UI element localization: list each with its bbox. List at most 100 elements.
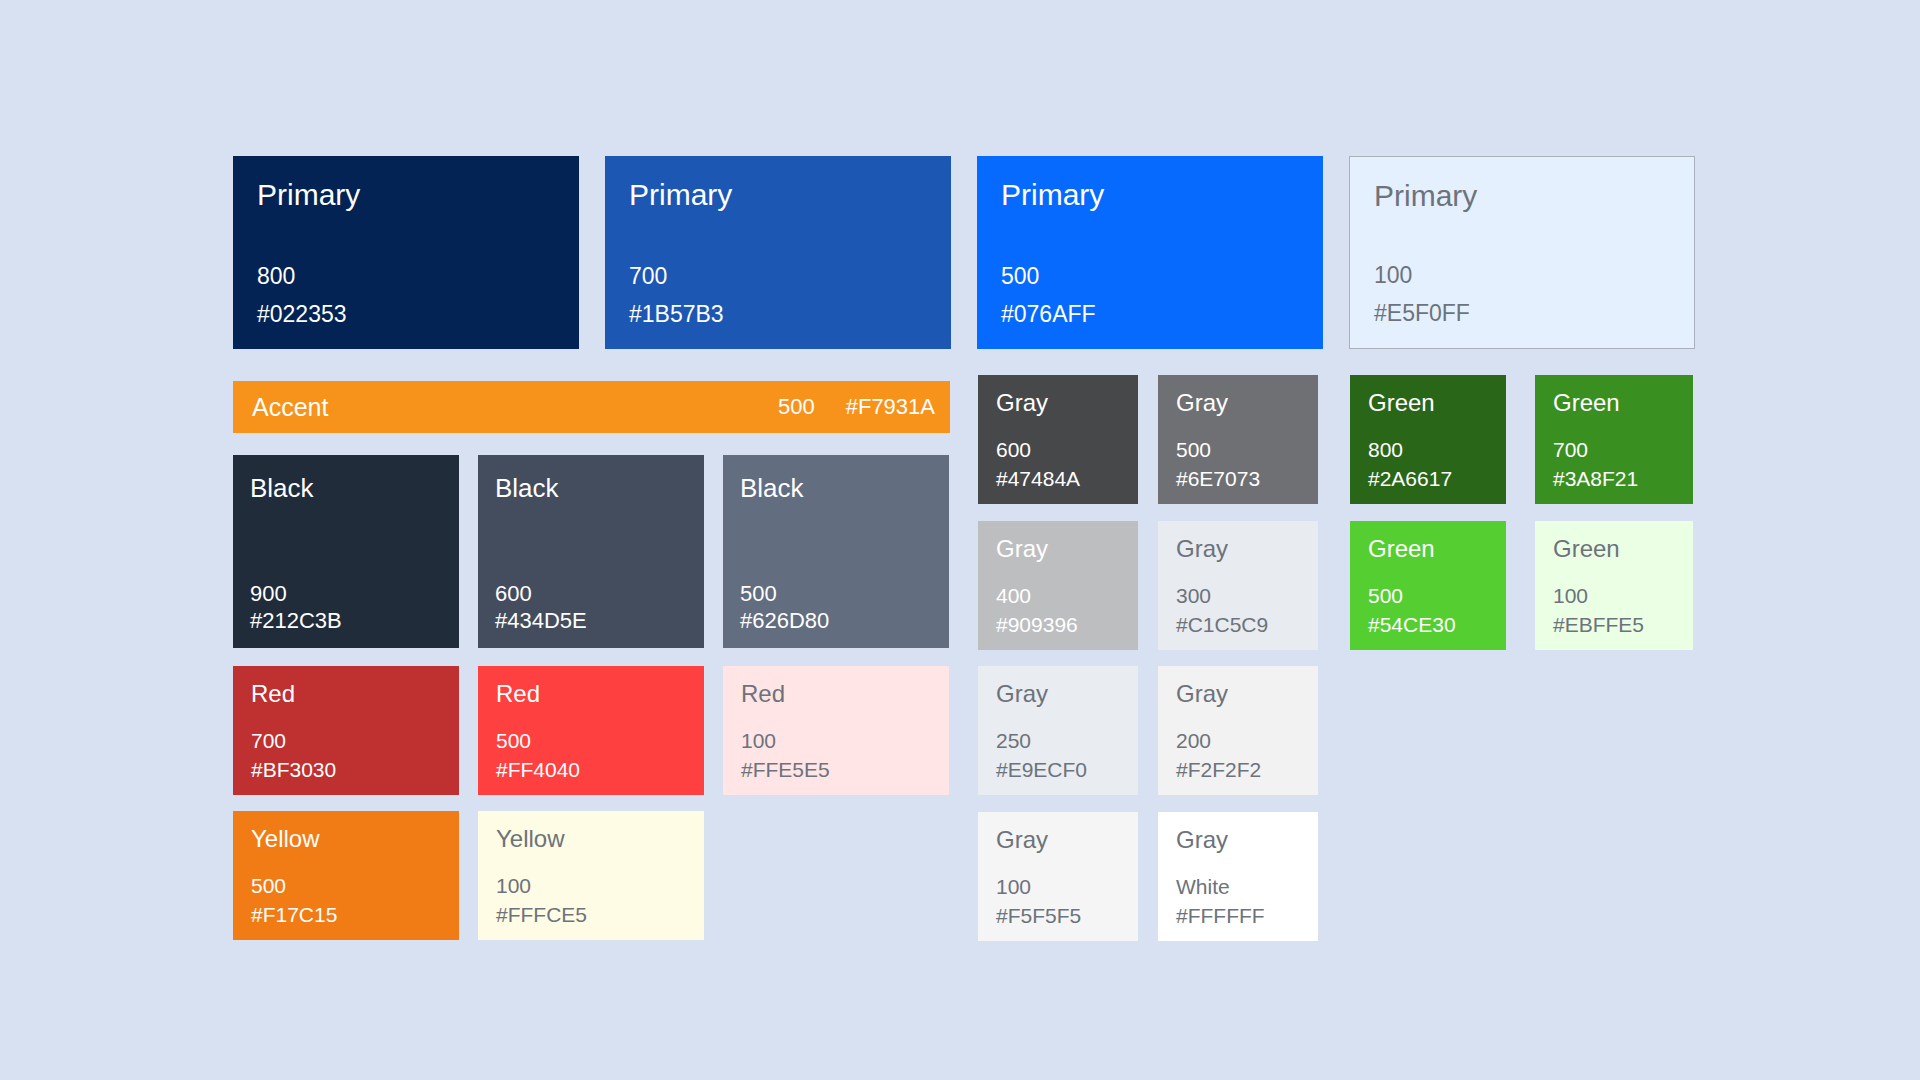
gray-swatch-grid: Gray 600 #47484A Gray 500 #6E7073 Gray 4… bbox=[978, 375, 1318, 941]
swatch-name-label: Primary bbox=[1374, 177, 1670, 215]
swatch-hex-label: #47484A bbox=[996, 464, 1120, 493]
swatch-value-label: 800 bbox=[257, 257, 555, 295]
swatch-name-label: Green bbox=[1368, 388, 1488, 418]
swatch-value-label: 500 bbox=[1176, 435, 1300, 464]
swatch-name-label: Primary bbox=[629, 176, 927, 214]
swatch-meta: 100 #E5F0FF bbox=[1374, 256, 1670, 332]
swatch-yellow-100: Yellow 100 #FFFCE5 bbox=[478, 811, 704, 940]
swatch-hex-label: #BF3030 bbox=[251, 755, 441, 784]
swatch-meta: 100 #EBFFE5 bbox=[1553, 581, 1675, 639]
swatch-name-label: Green bbox=[1553, 534, 1675, 564]
swatch-value-label: 700 bbox=[1553, 435, 1675, 464]
swatch-meta: 100 #FFFCE5 bbox=[496, 871, 686, 929]
swatch-red-100: Red 100 #FFE5E5 bbox=[723, 666, 949, 795]
swatch-meta: 500 #54CE30 bbox=[1368, 581, 1488, 639]
swatch-meta: 600 #434D5E bbox=[495, 580, 687, 634]
swatch-value-label: 500 bbox=[778, 394, 815, 420]
swatch-meta: 500 #F17C15 bbox=[251, 871, 441, 929]
swatch-name-label: Accent bbox=[252, 393, 328, 422]
swatch-gray-100: Gray 100 #F5F5F5 bbox=[978, 812, 1138, 941]
swatch-meta: 500 #076AFF bbox=[1001, 257, 1299, 333]
swatch-meta: 100 #F5F5F5 bbox=[996, 872, 1120, 930]
swatch-name-label: Gray bbox=[996, 388, 1120, 418]
swatch-name-label: Yellow bbox=[496, 824, 686, 854]
swatch-name-label: Black bbox=[740, 472, 932, 504]
swatch-meta: 900 #212C3B bbox=[250, 580, 442, 634]
palette-canvas: Primary 800 #022353 Primary 700 #1B57B3 … bbox=[0, 0, 1920, 1080]
swatch-value-label: 500 bbox=[1001, 257, 1299, 295]
swatch-hex-label: #FF4040 bbox=[496, 755, 686, 784]
swatch-gray-250: Gray 250 #E9ECF0 bbox=[978, 666, 1138, 795]
swatch-meta: 700 #1B57B3 bbox=[629, 257, 927, 333]
swatch-black-900: Black 900 #212C3B bbox=[233, 455, 459, 648]
swatch-meta: 800 #2A6617 bbox=[1368, 435, 1488, 493]
swatch-hex-label: #F2F2F2 bbox=[1176, 755, 1300, 784]
swatch-gray-600: Gray 600 #47484A bbox=[978, 375, 1138, 504]
swatch-black-500: Black 500 #626D80 bbox=[723, 455, 949, 648]
swatch-value-label: 500 bbox=[1368, 581, 1488, 610]
swatch-hex-label: #909396 bbox=[996, 610, 1120, 639]
swatch-black-600: Black 600 #434D5E bbox=[478, 455, 704, 648]
swatch-value-label: 400 bbox=[996, 581, 1120, 610]
swatch-hex-label: #022353 bbox=[257, 295, 555, 333]
swatch-value-label: 100 bbox=[496, 871, 686, 900]
swatch-name-label: Green bbox=[1368, 534, 1488, 564]
swatch-meta: 500 #FF4040 bbox=[496, 726, 686, 784]
swatch-value-label: 250 bbox=[996, 726, 1120, 755]
swatch-green-800: Green 800 #2A6617 bbox=[1350, 375, 1506, 504]
swatch-gray-white: Gray White #FFFFFF bbox=[1158, 812, 1318, 941]
swatch-meta: White #FFFFFF bbox=[1176, 872, 1300, 930]
swatch-value-label: 800 bbox=[1368, 435, 1488, 464]
swatch-hex-label: #3A8F21 bbox=[1553, 464, 1675, 493]
swatch-green-100: Green 100 #EBFFE5 bbox=[1535, 521, 1693, 650]
swatch-hex-label: #EBFFE5 bbox=[1553, 610, 1675, 639]
swatch-name-label: Red bbox=[741, 679, 931, 709]
swatch-name-label: Black bbox=[250, 472, 442, 504]
black-swatch-row: Black 900 #212C3B Black 600 #434D5E Blac… bbox=[233, 455, 949, 648]
swatch-red-500: Red 500 #FF4040 bbox=[478, 666, 704, 795]
swatch-hex-label: #E5F0FF bbox=[1374, 294, 1670, 332]
swatch-red-700: Red 700 #BF3030 bbox=[233, 666, 459, 795]
swatch-name-label: Red bbox=[251, 679, 441, 709]
swatch-name-label: Primary bbox=[257, 176, 555, 214]
swatch-value-label: 100 bbox=[1553, 581, 1675, 610]
swatch-value-label: 900 bbox=[250, 580, 442, 607]
swatch-name-label: Primary bbox=[1001, 176, 1299, 214]
swatch-hex-label: #076AFF bbox=[1001, 295, 1299, 333]
swatch-value-label: 500 bbox=[251, 871, 441, 900]
swatch-meta: 250 #E9ECF0 bbox=[996, 726, 1120, 784]
swatch-hex-label: #54CE30 bbox=[1368, 610, 1488, 639]
swatch-green-500: Green 500 #54CE30 bbox=[1350, 521, 1506, 650]
swatch-value-label: 200 bbox=[1176, 726, 1300, 755]
swatch-name-label: Gray bbox=[1176, 679, 1300, 709]
swatch-value-label: 700 bbox=[629, 257, 927, 295]
swatch-meta: 600 #47484A bbox=[996, 435, 1120, 493]
swatch-value-label: 500 bbox=[740, 580, 932, 607]
swatch-primary-800: Primary 800 #022353 bbox=[233, 156, 579, 349]
swatch-hex-label: #626D80 bbox=[740, 607, 932, 634]
swatch-name-label: Gray bbox=[996, 534, 1120, 564]
swatch-hex-label: #FFFCE5 bbox=[496, 900, 686, 929]
swatch-meta: 500 #626D80 bbox=[740, 580, 932, 634]
swatch-name-label: Gray bbox=[1176, 534, 1300, 564]
swatch-meta: 500 #6E7073 bbox=[1176, 435, 1300, 493]
swatch-green-700: Green 700 #3A8F21 bbox=[1535, 375, 1693, 504]
swatch-value-label: 300 bbox=[1176, 581, 1300, 610]
swatch-value-label: 700 bbox=[251, 726, 441, 755]
swatch-hex-label: #FFFFFF bbox=[1176, 901, 1300, 930]
swatch-yellow-500: Yellow 500 #F17C15 bbox=[233, 811, 459, 940]
swatch-hex-label: #F17C15 bbox=[251, 900, 441, 929]
swatch-value-label: 100 bbox=[996, 872, 1120, 901]
swatch-hex-label: #F5F5F5 bbox=[996, 901, 1120, 930]
swatch-name-label: Green bbox=[1553, 388, 1675, 418]
swatch-hex-label: #212C3B bbox=[250, 607, 442, 634]
swatch-value-label: 600 bbox=[495, 580, 687, 607]
swatch-meta: 100 #FFE5E5 bbox=[741, 726, 931, 784]
swatch-hex-label: #E9ECF0 bbox=[996, 755, 1120, 784]
swatch-hex-label: #6E7073 bbox=[1176, 464, 1300, 493]
swatch-value-label: White bbox=[1176, 872, 1300, 901]
swatch-hex-label: #2A6617 bbox=[1368, 464, 1488, 493]
swatch-value-label: 100 bbox=[741, 726, 931, 755]
swatch-gray-400: Gray 400 #909396 bbox=[978, 521, 1138, 650]
swatch-value-label: 600 bbox=[996, 435, 1120, 464]
